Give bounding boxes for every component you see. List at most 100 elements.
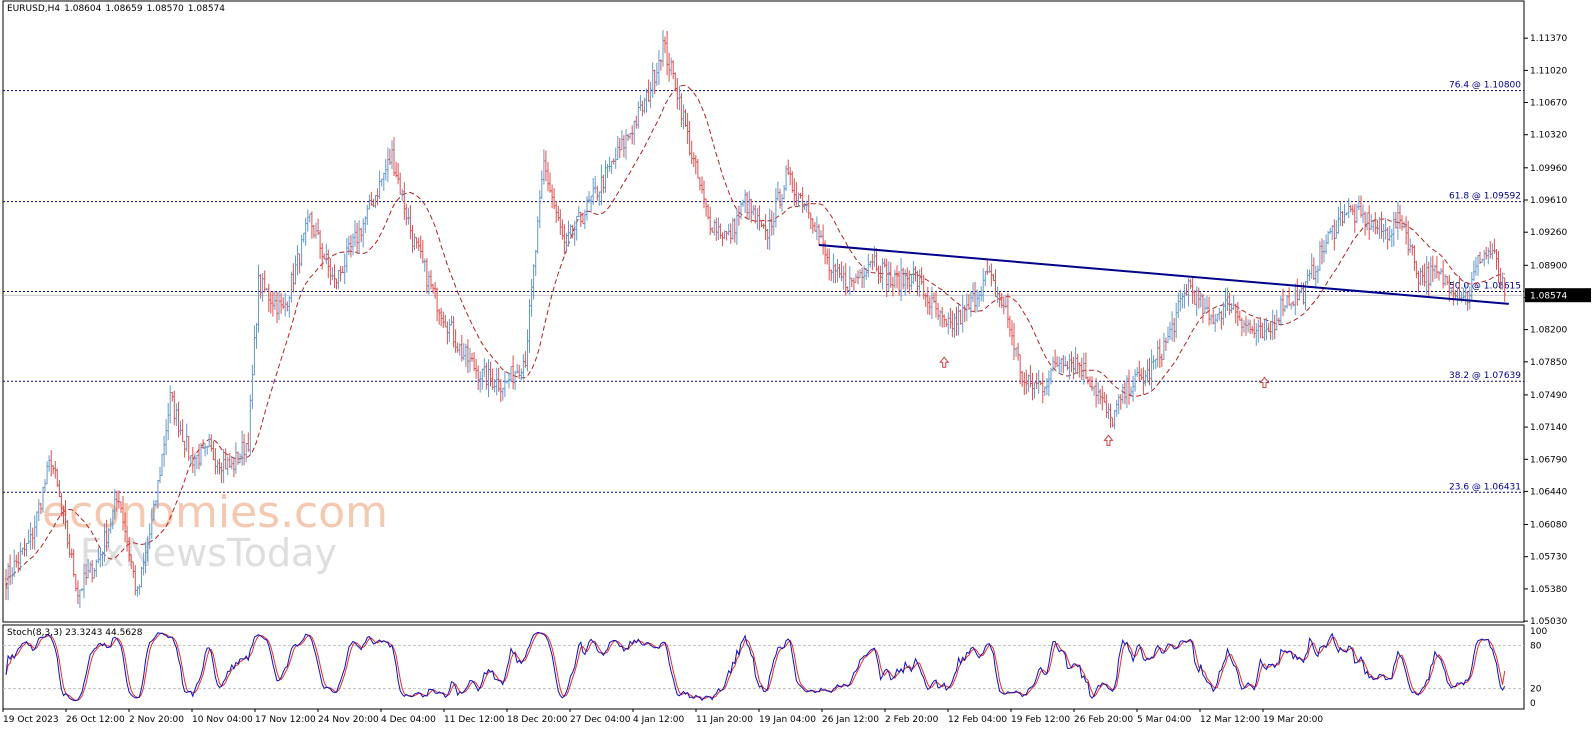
candle bbox=[1150, 349, 1153, 390]
candle bbox=[1335, 220, 1338, 239]
candle bbox=[719, 223, 722, 239]
candle bbox=[421, 240, 424, 264]
time-tick-label: 19 Oct 2023 bbox=[3, 715, 59, 725]
candle bbox=[481, 368, 484, 390]
candle bbox=[534, 249, 537, 277]
candle bbox=[729, 223, 732, 244]
candle bbox=[1047, 370, 1051, 397]
candle bbox=[1179, 289, 1182, 312]
candle bbox=[998, 292, 1001, 308]
watermark-line2: FxNewsToday bbox=[80, 531, 337, 575]
candle bbox=[302, 232, 305, 243]
candle bbox=[1160, 353, 1163, 368]
candle bbox=[1021, 370, 1024, 387]
candle bbox=[518, 364, 521, 379]
candle bbox=[386, 147, 390, 183]
time-tick-label: 11 Jan 20:00 bbox=[696, 715, 753, 725]
candle bbox=[429, 270, 433, 290]
candle bbox=[310, 211, 314, 239]
price-tick-label: 1.05030 bbox=[1530, 617, 1567, 627]
swing-arrows bbox=[939, 356, 1270, 446]
candle bbox=[1191, 277, 1194, 304]
candle bbox=[748, 190, 751, 220]
candle bbox=[411, 225, 414, 253]
candle bbox=[1131, 375, 1135, 402]
candle bbox=[1326, 230, 1330, 245]
candle bbox=[454, 329, 457, 353]
candle bbox=[335, 278, 338, 290]
candle bbox=[70, 548, 73, 558]
candle bbox=[973, 282, 977, 313]
high-value: 1.08659 bbox=[105, 4, 143, 14]
candle bbox=[355, 222, 359, 254]
candle bbox=[628, 132, 632, 140]
candle bbox=[977, 291, 981, 307]
candle bbox=[1008, 315, 1012, 337]
candle bbox=[466, 339, 470, 374]
candle bbox=[462, 343, 465, 361]
candle bbox=[834, 263, 837, 284]
candle bbox=[413, 233, 416, 251]
candle bbox=[967, 294, 971, 310]
candle bbox=[686, 113, 689, 145]
stoch-tick-label: 100 bbox=[1530, 627, 1547, 637]
candle bbox=[1111, 417, 1114, 428]
candle bbox=[1103, 391, 1106, 403]
candle bbox=[392, 137, 396, 176]
candle bbox=[895, 265, 899, 289]
candle bbox=[1345, 212, 1348, 216]
candle bbox=[569, 224, 572, 236]
candle bbox=[1127, 369, 1131, 405]
candle bbox=[690, 140, 693, 164]
candle bbox=[1353, 204, 1356, 233]
candle bbox=[1337, 207, 1340, 234]
candle bbox=[1269, 320, 1272, 340]
candle bbox=[680, 92, 683, 128]
candle bbox=[197, 443, 201, 470]
candle bbox=[641, 100, 644, 117]
candle bbox=[951, 310, 954, 338]
candle bbox=[1331, 225, 1334, 240]
candle bbox=[1384, 218, 1387, 240]
candle bbox=[1164, 337, 1168, 351]
price-tick-label: 1.09260 bbox=[1530, 228, 1567, 238]
candle bbox=[745, 192, 749, 218]
candle bbox=[928, 296, 931, 316]
candle bbox=[228, 453, 231, 468]
candle bbox=[766, 228, 769, 250]
candle bbox=[210, 434, 213, 452]
candle bbox=[826, 248, 829, 265]
candle bbox=[778, 188, 782, 209]
candle bbox=[423, 258, 426, 272]
candle bbox=[314, 222, 318, 239]
candle bbox=[425, 258, 429, 294]
candle bbox=[526, 329, 529, 372]
candle bbox=[1474, 256, 1478, 276]
candle bbox=[1279, 296, 1283, 327]
candle bbox=[1419, 267, 1422, 286]
candle bbox=[1495, 249, 1498, 270]
candle bbox=[1413, 245, 1416, 271]
candle bbox=[947, 312, 950, 335]
candle bbox=[284, 292, 287, 317]
candle bbox=[854, 273, 858, 283]
candle bbox=[1257, 319, 1260, 343]
candle bbox=[1039, 381, 1042, 386]
trendline-group bbox=[818, 244, 1509, 305]
candle bbox=[1374, 212, 1377, 235]
candle bbox=[167, 403, 170, 441]
candle bbox=[1214, 313, 1217, 332]
candle bbox=[1019, 354, 1022, 384]
candle bbox=[637, 101, 640, 129]
candle bbox=[692, 152, 695, 167]
candle bbox=[1372, 220, 1375, 232]
candle bbox=[665, 31, 669, 76]
candle bbox=[858, 269, 862, 279]
candle bbox=[1216, 313, 1219, 323]
candle bbox=[318, 230, 322, 259]
fib-label: 23.6 @ 1.06431 bbox=[1449, 482, 1521, 492]
candle bbox=[1156, 340, 1159, 368]
candle bbox=[848, 266, 851, 296]
candle bbox=[1115, 399, 1118, 417]
candle bbox=[265, 288, 268, 291]
